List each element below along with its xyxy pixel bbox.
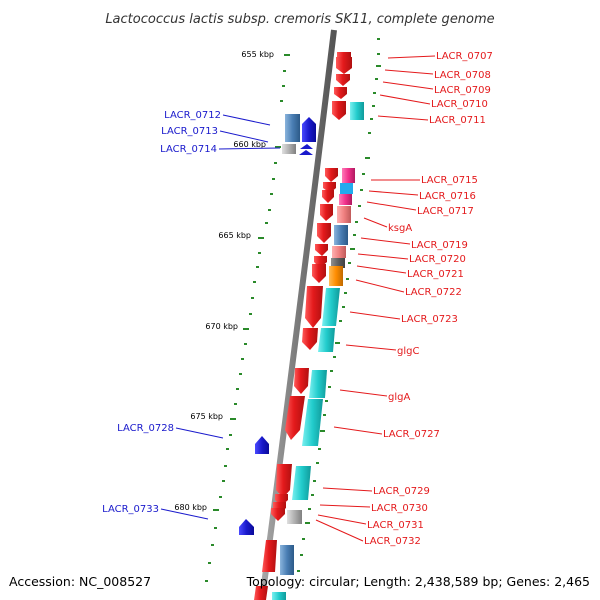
plus-strand-labels: LACR_0712 LACR_0713 LACR_0714 LACR_0728 … (102, 110, 221, 515)
gene-arrow[interactable] (336, 57, 352, 74)
cog-box (339, 194, 352, 205)
gene-label[interactable]: LACR_0715 (421, 175, 478, 186)
gene-label[interactable]: LACR_0721 (407, 269, 464, 280)
gene-label[interactable]: LACR_0711 (429, 115, 486, 126)
cog-box (318, 328, 335, 352)
scale-label: 665 kbp (218, 231, 251, 240)
gene-label[interactable]: LACR_0716 (419, 191, 476, 202)
gene-arrow[interactable] (255, 436, 269, 454)
gene-label[interactable]: LACR_0720 (409, 254, 466, 265)
scale-label: 680 kbp (174, 503, 207, 512)
cog-box (280, 545, 294, 575)
gene-arrow[interactable] (305, 286, 323, 328)
scale-label: 660 kbp (233, 140, 266, 149)
gene-label[interactable]: LACR_0717 (417, 206, 474, 217)
topology-text: Topology: circular; Length: 2,438,589 bp… (246, 574, 590, 589)
cog-box (340, 183, 353, 194)
minus-strand-genes (254, 52, 364, 600)
gene-label[interactable]: LACR_0731 (367, 520, 424, 531)
gene-arrow[interactable] (239, 519, 254, 535)
inner-scale-dots (205, 54, 290, 582)
gene-label[interactable]: LACR_0710 (431, 99, 488, 110)
cog-box (331, 258, 345, 268)
gene-label[interactable]: LACR_0722 (405, 287, 462, 298)
gene-arrow[interactable] (271, 508, 285, 521)
cog-box (342, 168, 355, 183)
genome-backbone (259, 29, 337, 600)
gene-arrow[interactable] (320, 204, 333, 221)
footer: Accession: NC_008527 Topology: circular;… (9, 574, 590, 589)
cog-box (322, 288, 340, 326)
cog-box (285, 114, 300, 142)
cog-box (332, 246, 346, 258)
gene-label[interactable]: LACR_0708 (434, 70, 491, 81)
gene-arrow[interactable] (300, 144, 313, 149)
gene-arrow[interactable] (322, 190, 334, 203)
gene-label[interactable]: glgA (388, 392, 410, 403)
gene-arrow[interactable] (299, 150, 313, 155)
gene-label[interactable]: LACR_0728 (117, 423, 174, 434)
gene-label[interactable]: LACR_0714 (160, 144, 217, 155)
scale-label: 675 kbp (190, 412, 223, 421)
gene-label[interactable]: LACR_0719 (411, 240, 468, 251)
cog-box (292, 466, 311, 500)
gene-arrow[interactable] (315, 244, 328, 256)
gene-label[interactable]: ksgA (388, 223, 412, 234)
cog-box (309, 370, 327, 398)
gene-arrow[interactable] (276, 464, 292, 498)
scale-label: 655 kbp (241, 50, 274, 59)
diagram-title: Lactococcus lactis subsp. cremoris SK11,… (105, 12, 494, 27)
gene-label[interactable]: LACR_0709 (434, 85, 491, 96)
gene-arrow[interactable] (334, 87, 347, 99)
gene-label[interactable]: LACR_0712 (164, 110, 221, 121)
accession-text: Accession: NC_008527 (9, 574, 151, 589)
scale-labels: 655 kbp 660 kbp 665 kbp 670 kbp 675 kbp … (174, 50, 274, 512)
gene-label[interactable]: LACR_0730 (371, 503, 428, 514)
minus-strand-leader-lines (315, 55, 436, 542)
cog-box (334, 225, 348, 245)
outer-scale-dots (297, 38, 381, 572)
gene-arrow[interactable] (312, 264, 326, 283)
scale-label: 670 kbp (205, 322, 238, 331)
gene-arrow[interactable] (332, 101, 346, 120)
gene-arrow[interactable] (285, 396, 305, 440)
gene-label[interactable]: LACR_0729 (373, 486, 430, 497)
gene-label[interactable]: LACR_0732 (364, 536, 421, 547)
gene-label[interactable]: LACR_0707 (436, 51, 493, 62)
gene-arrow[interactable] (317, 223, 331, 243)
cog-box (302, 399, 323, 446)
cog-box (337, 206, 351, 223)
cog-box (272, 592, 286, 600)
gene-label[interactable]: LACR_0713 (161, 126, 218, 137)
gene-arrow[interactable] (336, 74, 350, 86)
gene-label[interactable]: glgC (397, 346, 419, 357)
minus-strand-labels: LACR_0707 LACR_0708 LACR_0709 LACR_0710 … (364, 51, 493, 547)
cog-box (282, 144, 296, 154)
cog-box (350, 102, 364, 120)
plus-strand-leader-lines (160, 114, 281, 520)
gene-arrow[interactable] (294, 368, 309, 394)
cog-box (287, 510, 302, 524)
gene-arrow[interactable] (262, 540, 277, 572)
gene-label[interactable]: LACR_0723 (401, 314, 458, 325)
gene-arrow[interactable] (325, 168, 338, 182)
gene-arrow[interactable] (254, 586, 268, 600)
gene-label[interactable]: LACR_0733 (102, 504, 159, 515)
gene-arrow[interactable] (302, 117, 316, 142)
plus-strand-genes (239, 114, 316, 575)
cog-box (329, 266, 343, 286)
gene-label[interactable]: LACR_0727 (383, 429, 440, 440)
gene-arrow[interactable] (302, 328, 318, 350)
